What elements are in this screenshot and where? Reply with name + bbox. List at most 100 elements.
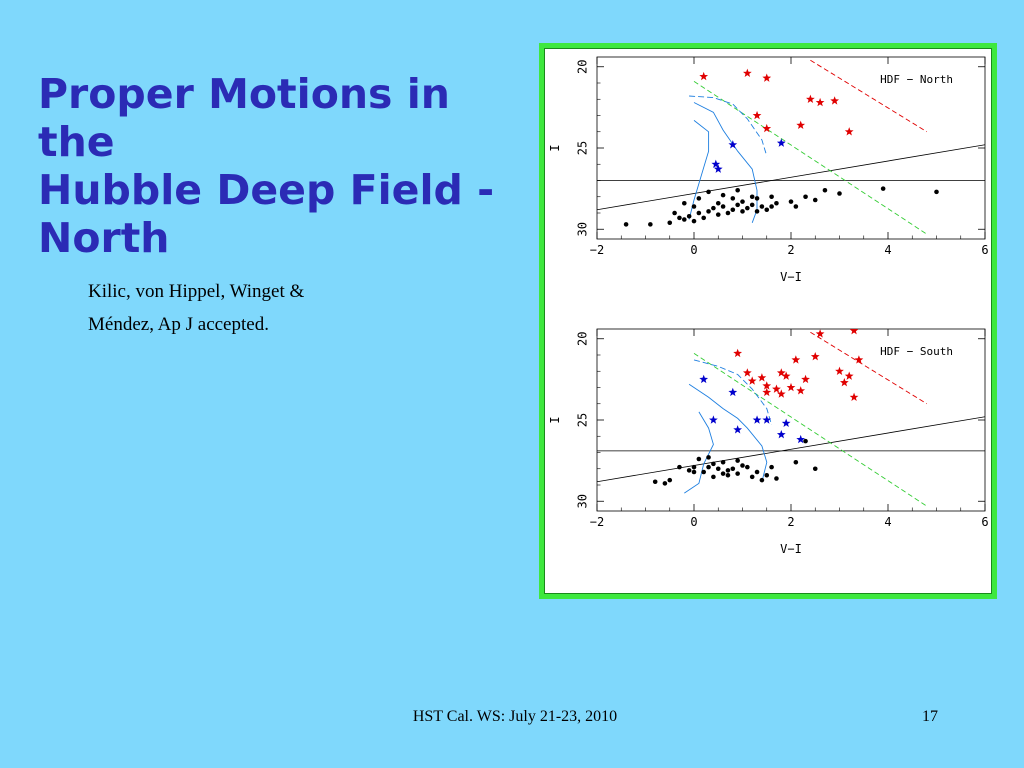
footer-event: HST Cal. WS: July 21-23, 2010 [412,708,618,725]
red-star-point [776,368,786,377]
black-dot-point [769,464,774,470]
black-dot-point [682,217,687,222]
black-dot-point [706,189,711,195]
black-dot-point [749,474,755,480]
black-dot-point [696,196,702,201]
chart-title: HDF − South [880,345,953,358]
black-dot-point [725,210,731,216]
red-star-point [742,368,752,377]
black-dot-point [764,472,770,478]
black-dot-point [754,209,760,214]
title-line: Proper Motions in the [38,70,450,166]
red-star-point [830,96,840,105]
black-dot-point [672,210,677,216]
black-dot-point [696,456,702,462]
red-star-point [762,123,772,133]
y-tick-label: 30 [576,222,590,236]
x-tick-label: 6 [981,243,988,257]
black-dot-point [749,202,755,208]
black-dot-point [754,196,760,201]
red-star-point [849,392,859,401]
red-star-point [757,373,767,382]
black-dot-point [715,466,721,472]
black-dot-point [662,481,668,486]
black-dot-point [740,209,745,214]
black-dot-point [691,218,697,224]
black-dot-point [735,471,740,476]
chart-title: HDF − North [880,73,953,86]
x-tick-label: −2 [590,515,604,529]
red-star-point [849,329,859,335]
red-star-point [796,120,806,129]
black-dot-point [715,200,721,206]
black-dot-point [682,200,687,206]
red-star-point [815,329,825,338]
red-star-point [844,127,854,136]
red-star-point [772,384,781,393]
red-star-point [752,110,762,120]
black-dot-point [735,458,740,463]
black-dot-point [725,472,731,478]
black-dot-point [711,461,716,467]
x-tick-label: 0 [690,243,697,257]
title-line: North [38,214,170,262]
black-dot-point [740,199,745,204]
red-star-point [699,71,709,81]
black-dot-point [648,222,653,227]
plot-area [597,329,985,507]
limit-line-sloped [597,144,985,211]
black-dot-point [667,220,673,226]
y-axis-label: I [548,144,562,151]
black-dot-point [730,466,736,472]
blue-star-point [762,415,772,424]
page-number: 17 [922,708,938,725]
black-dot-point [706,455,711,460]
red-star-point [733,348,743,358]
y-tick-label: 20 [576,60,590,74]
black-dot-point [686,213,692,219]
black-dot-point [691,204,697,209]
plot-area [597,59,985,235]
black-dot-point [691,464,697,470]
blue-star-point [781,418,791,427]
red-star-point [806,94,815,103]
red-star-point [786,382,796,392]
black-dot-point [691,469,697,475]
red-star-point [762,387,772,397]
red-star-point [747,376,757,385]
black-dot-point [754,469,760,475]
citation-line: Méndez, Ap J accepted. [88,314,269,335]
red-star-point [835,366,844,375]
blue-star-point [776,138,786,147]
blue-star-point [711,159,721,168]
red-star-point [742,68,752,77]
red-star-point [776,389,786,398]
x-tick-label: 0 [690,515,697,529]
black-dot-point [735,187,740,193]
title-line: Hubble Deep Field - [38,166,495,214]
black-dot-point [774,476,779,481]
red-dashed-line [810,59,928,133]
red-dashed-line [810,331,928,405]
citation-line: Kilic, von Hippel, Winget & [88,281,305,302]
black-dot-point [720,204,726,209]
black-dot-point [880,186,886,191]
blue-star-point [709,415,718,424]
red-star-point [796,386,806,395]
red-star-point [810,352,820,361]
red-star-point [801,374,810,384]
black-dot-point [812,197,818,203]
black-dot-point [696,210,702,216]
red-star-point [844,371,854,380]
black-dot-point [934,189,939,195]
black-dot-point [720,471,726,476]
black-dot-point [793,204,799,209]
blue-star-point [728,140,738,149]
x-tick-label: 2 [787,243,794,257]
black-dot-point [764,207,770,213]
green-dashed-line [693,352,928,507]
black-dot-point [745,464,750,470]
figure-frame: −2 0 2 4 6 20 25 30 V−I I HDF − North −2 0 2 4 6 20 25 30… [539,43,997,599]
black-dot-point [701,215,706,221]
model-curve [693,359,773,426]
